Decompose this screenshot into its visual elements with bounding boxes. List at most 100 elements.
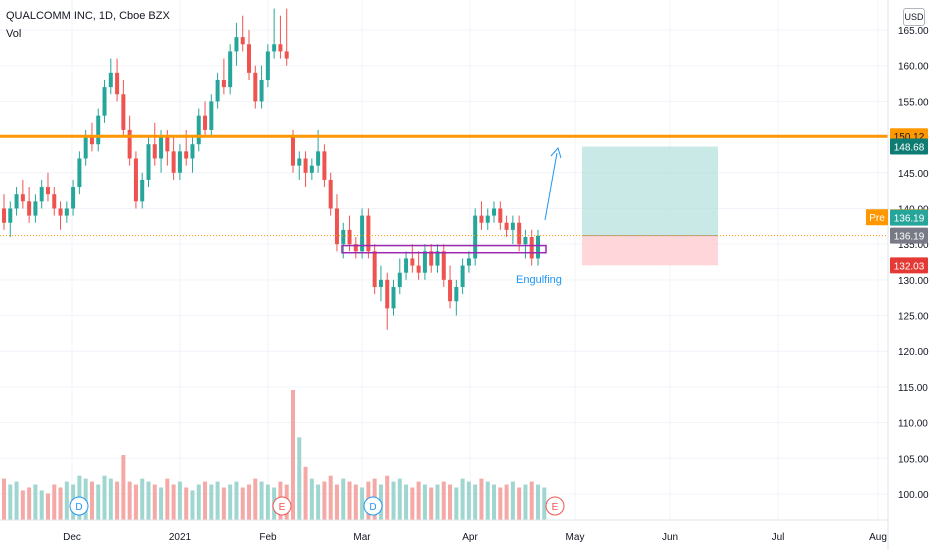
- candle-body: [322, 151, 327, 180]
- candle-body: [64, 208, 69, 216]
- price-axis[interactable]: 165.00160.00155.00150.00145.00140.00135.…: [866, 0, 929, 550]
- volume-bar: [347, 481, 352, 520]
- volume-bar: [159, 487, 164, 520]
- candle-body: [290, 137, 295, 166]
- candle-body: [115, 72, 120, 95]
- stop-price-label: 132.03: [894, 261, 925, 272]
- volume-bar: [536, 484, 540, 520]
- candle-body: [360, 215, 365, 252]
- last-price-label-bg: [890, 209, 928, 226]
- support-box: [341, 244, 547, 254]
- candle-body: [473, 215, 478, 259]
- volume-bar: [228, 484, 233, 520]
- candle-body: [215, 79, 220, 102]
- candle-body: [385, 279, 390, 309]
- time-axis[interactable]: Dec 2021 Feb Mar Apr May Jun Jul Aug: [0, 519, 888, 543]
- volume-bar: [510, 481, 515, 520]
- candle-body: [429, 251, 434, 266]
- candle-body: [184, 151, 189, 159]
- stop-price-label-bg: [890, 257, 928, 274]
- candle-body: [297, 158, 302, 166]
- y-tick-label: 115.00: [898, 383, 928, 394]
- risk-reward-zones: [582, 146, 718, 266]
- volume-bar: [485, 481, 490, 520]
- candle-body: [190, 144, 195, 159]
- resistance-price-label: 150.12: [894, 132, 925, 143]
- volume-bar: [542, 487, 547, 520]
- candle-body: [272, 44, 277, 52]
- x-tick-label: Dec: [63, 532, 81, 543]
- candle-body: [448, 279, 453, 302]
- candle-body: [435, 251, 440, 266]
- target-price-label: 148.68: [894, 142, 925, 153]
- volume-bar: [64, 481, 69, 520]
- candle-body: [83, 137, 88, 159]
- x-tick-label: 2021: [169, 532, 192, 543]
- candle-body: [303, 158, 308, 173]
- x-tick-label: May: [566, 532, 585, 543]
- candle-body: [498, 208, 503, 223]
- event-marker[interactable]: [545, 496, 565, 516]
- volume-bar: [448, 484, 453, 520]
- candle-body: [89, 137, 94, 145]
- event-marker[interactable]: [69, 496, 89, 516]
- candle-body: [422, 251, 427, 273]
- stop-zone: [582, 235, 718, 266]
- candle-body: [171, 151, 176, 173]
- volume-bar: [146, 481, 151, 520]
- candle-body: [228, 51, 233, 88]
- candle-body: [253, 72, 258, 102]
- volume-bar: [108, 478, 113, 520]
- volume-bar: [215, 481, 220, 520]
- y-tick-label: 145.00: [898, 169, 929, 180]
- volume-bar: [265, 484, 270, 520]
- volume-bar: [466, 481, 471, 520]
- y-tick-label: 110.00: [898, 419, 928, 430]
- volume-bar: [96, 484, 101, 520]
- volume-bar: [473, 484, 478, 520]
- currency-button[interactable]: USD: [903, 8, 925, 26]
- volume-bar: [341, 478, 346, 520]
- volume-bar: [152, 484, 157, 520]
- volume-bar: [498, 487, 503, 520]
- candle-body: [378, 279, 383, 287]
- volume-bar: [221, 487, 226, 520]
- event-marker-label: D: [75, 502, 82, 513]
- volume-bar: [391, 481, 396, 520]
- candle-body: [20, 194, 25, 202]
- y-tick-label: 135.00: [898, 240, 929, 251]
- event-marker[interactable]: [272, 496, 292, 516]
- candle-body: [127, 129, 132, 159]
- candle-body: [14, 194, 19, 209]
- y-tick-label: 130.00: [898, 276, 929, 287]
- x-tick-label: Jul: [772, 532, 785, 543]
- volume-bar: [454, 487, 459, 520]
- candle-body: [416, 265, 421, 273]
- candle-body: [58, 208, 63, 216]
- candle-body: [353, 244, 358, 252]
- projection-arrow: [544, 152, 558, 221]
- volume-bar: [479, 478, 484, 520]
- volume-bar: [203, 481, 208, 520]
- event-marker[interactable]: [363, 496, 383, 516]
- volume-bar: [115, 481, 120, 520]
- volume-bar: [529, 481, 534, 520]
- y-tick-label: 160.00: [898, 62, 929, 73]
- x-tick-label: Feb: [259, 532, 277, 543]
- candle-body: [240, 37, 245, 45]
- volume-bar: [121, 455, 126, 520]
- candle-body: [77, 158, 82, 188]
- candle-body: [485, 215, 490, 223]
- y-tick-label: 165.00: [898, 26, 929, 37]
- volume-bar: [523, 484, 528, 520]
- volume-bar: [39, 490, 44, 520]
- candle-body: [328, 179, 333, 209]
- candle-body: [52, 194, 57, 209]
- volume-bar: [20, 490, 25, 520]
- candle-body: [196, 115, 201, 145]
- x-tick-label: Jun: [662, 532, 678, 543]
- volume-bar: [517, 487, 522, 520]
- volume-bar: [404, 484, 409, 520]
